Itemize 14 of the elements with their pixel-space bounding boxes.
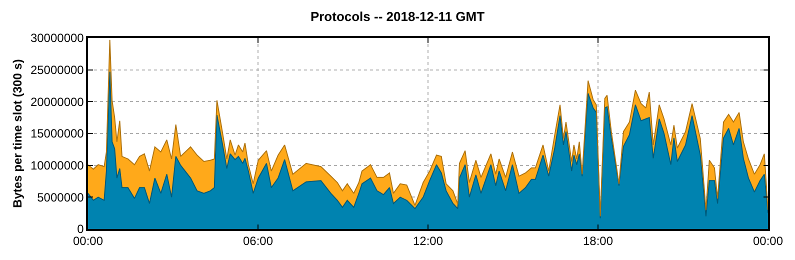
y-tick-label: 25000000 bbox=[30, 63, 84, 78]
y-tick-label: 0 bbox=[77, 222, 84, 236]
x-tick-label: 12:00 bbox=[412, 234, 444, 248]
chart-title: Protocols -- 2018-12-11 GMT bbox=[310, 8, 485, 24]
y-tick-label: 10000000 bbox=[30, 158, 84, 173]
y-axis-title: Bytes per time slot (300 s) bbox=[10, 59, 24, 208]
y-tick-label: 5000000 bbox=[37, 190, 84, 204]
y-tick-label: 20000000 bbox=[30, 94, 84, 109]
x-tick-label: 00:00 bbox=[752, 234, 784, 248]
y-tick-label: 30000000 bbox=[30, 31, 84, 46]
x-tick-label: 18:00 bbox=[582, 234, 614, 248]
x-tick-label: 06:00 bbox=[242, 234, 274, 248]
y-tick-label: 15000000 bbox=[30, 126, 84, 141]
x-tick-label: 00:00 bbox=[72, 234, 104, 248]
